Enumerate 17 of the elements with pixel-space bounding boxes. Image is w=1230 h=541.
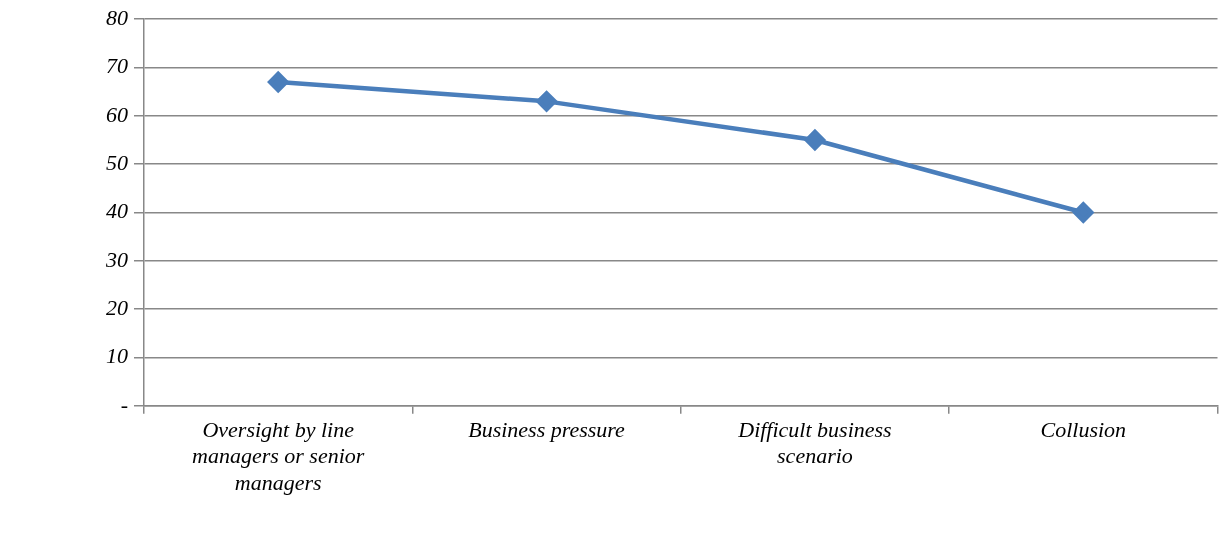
- y-tick-label: 50: [106, 149, 128, 175]
- y-tick-label: 40: [106, 198, 128, 224]
- y-tick-label: 10: [106, 343, 128, 369]
- point: [267, 71, 289, 93]
- x-tick-label: Business pressure: [468, 416, 626, 442]
- y-tick-label: 30: [105, 246, 128, 272]
- y-tick-label: 20: [106, 294, 128, 320]
- y-tick-label: -: [120, 391, 128, 417]
- x-tick-label: Collusion: [1040, 416, 1127, 442]
- y-tick-label: 80: [106, 4, 128, 30]
- x-tick-label: Oversight by line managers or senior managers: [192, 416, 365, 495]
- y-tick-label: 70: [106, 53, 128, 79]
- x-tick-label: Difficult business scenario: [737, 416, 892, 469]
- y-tick-label: 60: [106, 101, 128, 127]
- point: [1073, 202, 1094, 223]
- point: [536, 91, 557, 112]
- point: [804, 129, 826, 151]
